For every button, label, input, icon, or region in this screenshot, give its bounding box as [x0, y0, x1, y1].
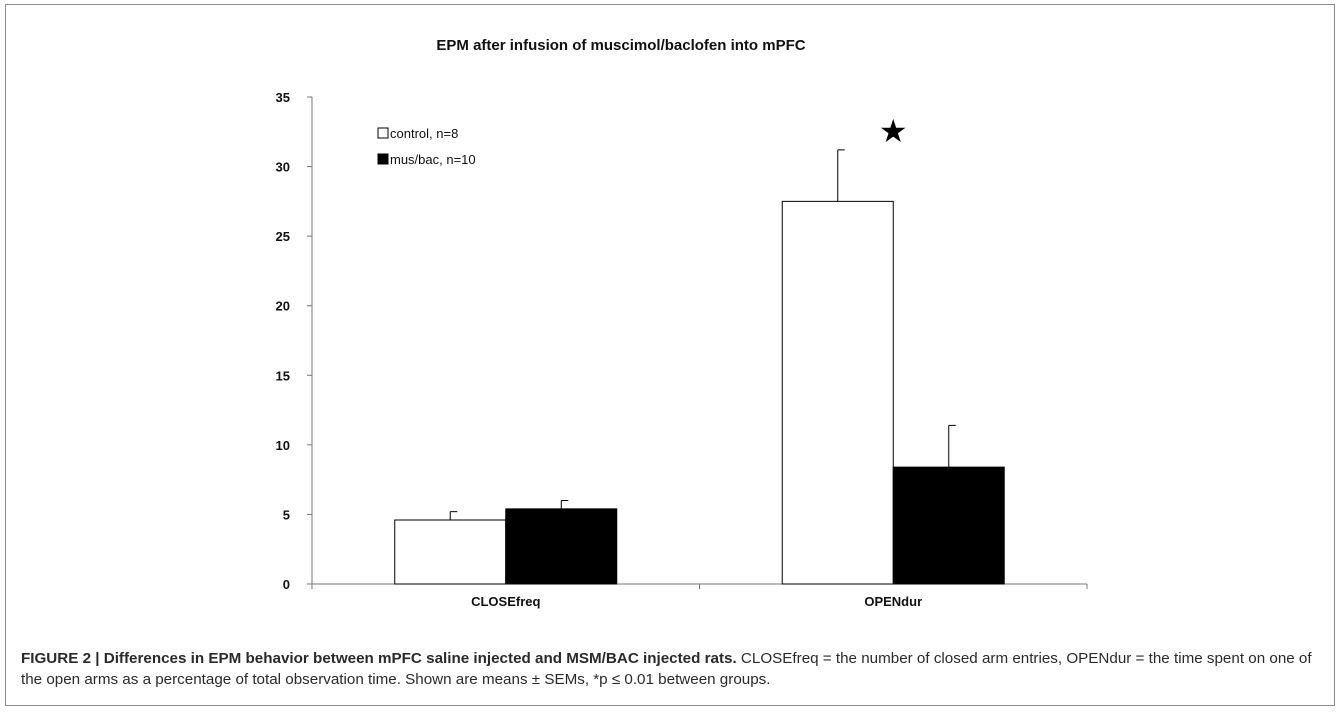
bar: [781, 200, 894, 585]
chart-annotations: ★: [879, 112, 908, 150]
figure-caption: FIGURE 2 | Differences in EPM behavior b…: [21, 648, 1331, 690]
bar: [892, 466, 1005, 585]
bar-chart: EPM after infusion of muscimol/baclofen …: [276, 37, 1088, 609]
chart-bars: [394, 149, 1005, 585]
legend-label: mus/bac, n=10: [390, 152, 476, 167]
y-tick-label: 35: [276, 90, 290, 105]
x-category-label: OPENdur: [864, 594, 922, 609]
bar: [505, 508, 618, 585]
x-category-label: CLOSEfreq: [471, 594, 540, 609]
legend-swatch: [377, 153, 389, 165]
bar: [394, 519, 507, 585]
caption-lead: FIGURE 2 | Differences in EPM behavior b…: [21, 650, 737, 667]
caption-body: CLOSEfreq = the number of closed arm ent…: [21, 650, 1312, 688]
y-tick-label: 20: [276, 299, 290, 314]
significance-star-icon: ★: [879, 112, 908, 150]
chart-title: EPM after infusion of muscimol/baclofen …: [436, 37, 805, 54]
y-tick-label: 10: [276, 438, 290, 453]
y-tick-label: 25: [276, 229, 290, 244]
figure-frame: EPM after infusion of muscimol/baclofen …: [5, 4, 1335, 706]
chart-legend: control, n=8 mus/bac, n=10: [377, 126, 476, 167]
y-tick-label: 15: [276, 368, 290, 383]
y-tick-label: 0: [283, 577, 290, 592]
y-tick-label: 5: [283, 507, 290, 522]
y-tick-label: 30: [276, 160, 290, 175]
legend-label: control, n=8: [390, 126, 458, 141]
legend-swatch: [377, 127, 389, 139]
